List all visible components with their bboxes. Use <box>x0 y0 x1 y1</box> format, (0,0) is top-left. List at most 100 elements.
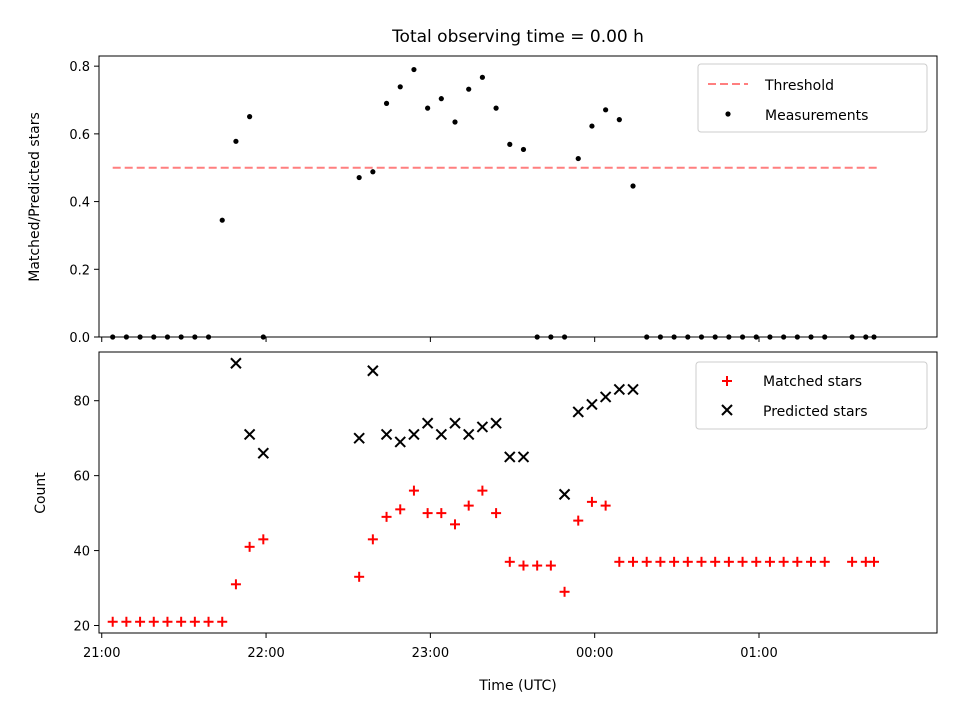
matched-star-point <box>614 556 625 567</box>
predicted-star-point <box>353 432 365 444</box>
predicted-star-point <box>504 451 516 463</box>
predicted-star-point <box>257 447 270 459</box>
measurement-point <box>425 105 431 111</box>
measurement-point <box>356 174 362 181</box>
matched-star-point <box>422 508 433 519</box>
matched-star-point <box>641 556 652 567</box>
measurement-point <box>781 334 787 340</box>
bottom-y-axis-label: Count <box>33 472 49 514</box>
x-tick-label: 23:00 <box>412 646 449 661</box>
measurement-point <box>657 334 664 340</box>
predicted-star-point <box>558 488 571 501</box>
measurement-point <box>383 100 390 106</box>
matched-star-point <box>258 534 269 545</box>
measurement-point <box>479 74 485 80</box>
measurement-point <box>561 334 568 340</box>
matched-star-point <box>395 504 406 515</box>
measurement-point <box>438 96 444 102</box>
matched-star-point <box>628 556 639 567</box>
top-y-axis-label: Matched/Predicted stars <box>27 112 43 282</box>
predicted-star-point <box>367 365 379 377</box>
matched-star-point <box>573 515 584 526</box>
measurement-point <box>247 114 253 120</box>
matched-star-point <box>696 556 707 567</box>
legend-matched-label: Matched stars <box>763 374 862 390</box>
predicted-star-point <box>243 428 256 441</box>
top-y-tick-label: 0.4 <box>69 196 90 211</box>
top-y-tick-label: 0.2 <box>69 263 90 278</box>
matched-star-point <box>162 616 173 627</box>
measurement-point <box>616 117 622 123</box>
x-tick-label: 01:00 <box>740 646 777 661</box>
measurement-point <box>110 334 116 340</box>
x-axis-label: Time (UTC) <box>478 678 556 694</box>
x-tick-label: 00:00 <box>576 646 613 661</box>
predicted-star-point <box>408 428 420 441</box>
measurement-point <box>739 334 746 340</box>
legend-predicted-label: Predicted stars <box>763 404 868 420</box>
matched-star-point <box>778 556 789 567</box>
predicted-star-point <box>517 451 530 463</box>
measurement-point <box>849 334 855 340</box>
measurement-point <box>370 169 376 175</box>
measurement-point <box>630 183 636 189</box>
measurement-point <box>219 217 225 223</box>
legend-predicted-swatch <box>721 404 733 416</box>
matched-star-point <box>381 511 392 522</box>
matched-star-point <box>189 616 200 627</box>
matched-star-point <box>217 616 228 627</box>
top-y-tick-label: 0.8 <box>69 60 90 75</box>
matched-star-point <box>655 556 666 567</box>
predicted-star-point <box>599 391 612 403</box>
matched-star-point <box>723 556 734 567</box>
measurement-point <box>205 334 212 340</box>
predicted-star-point <box>572 406 584 418</box>
measurement-point <box>698 334 705 340</box>
matched-star-point <box>408 485 419 496</box>
matched-star-point <box>847 556 858 567</box>
top-plot-frame <box>98 55 938 338</box>
matched-star-point <box>135 616 146 627</box>
bottom-y-tick-label: 40 <box>73 545 90 560</box>
measurement-point <box>548 334 554 340</box>
matched-star-point <box>450 519 461 530</box>
predicted-star-point <box>435 428 448 441</box>
measurement-point <box>507 141 513 147</box>
matched-star-point <box>819 556 830 567</box>
measurement-point <box>726 334 732 340</box>
measurement-point <box>671 334 677 340</box>
predicted-star-point <box>462 428 475 441</box>
bottom-y-tick-label: 20 <box>73 620 90 635</box>
measurement-point <box>137 334 143 340</box>
matched-star-point <box>600 500 611 511</box>
bottom-legend: Matched stars Predicted stars <box>695 361 928 430</box>
legend-measurements-swatch <box>725 111 731 117</box>
matched-star-point <box>586 496 597 507</box>
bottom-y-tick-label: 80 <box>73 395 90 410</box>
matched-star-point <box>806 556 817 567</box>
measurement-point <box>151 334 157 340</box>
measurement-point <box>520 146 527 153</box>
matched-star-point <box>792 556 803 567</box>
predicted-star-point <box>394 436 406 448</box>
top-plot-content <box>110 66 877 340</box>
measurement-point <box>397 84 403 90</box>
measurement-point <box>178 334 184 340</box>
measurement-point <box>233 138 239 144</box>
matched-star-point <box>682 556 693 567</box>
matched-star-point <box>545 560 556 571</box>
matched-star-point <box>764 556 775 567</box>
matched-star-point <box>504 556 515 567</box>
predicted-star-point <box>613 383 626 396</box>
matched-star-point <box>436 508 447 519</box>
top-legend-box <box>697 63 928 133</box>
matched-star-point <box>354 571 365 582</box>
matched-star-point <box>869 556 880 567</box>
matched-star-point <box>244 541 255 552</box>
matched-star-point <box>148 616 159 627</box>
measurement-point <box>534 334 540 340</box>
matched-star-point <box>559 586 570 597</box>
measurement-point <box>822 334 828 340</box>
measurement-point <box>871 334 877 340</box>
